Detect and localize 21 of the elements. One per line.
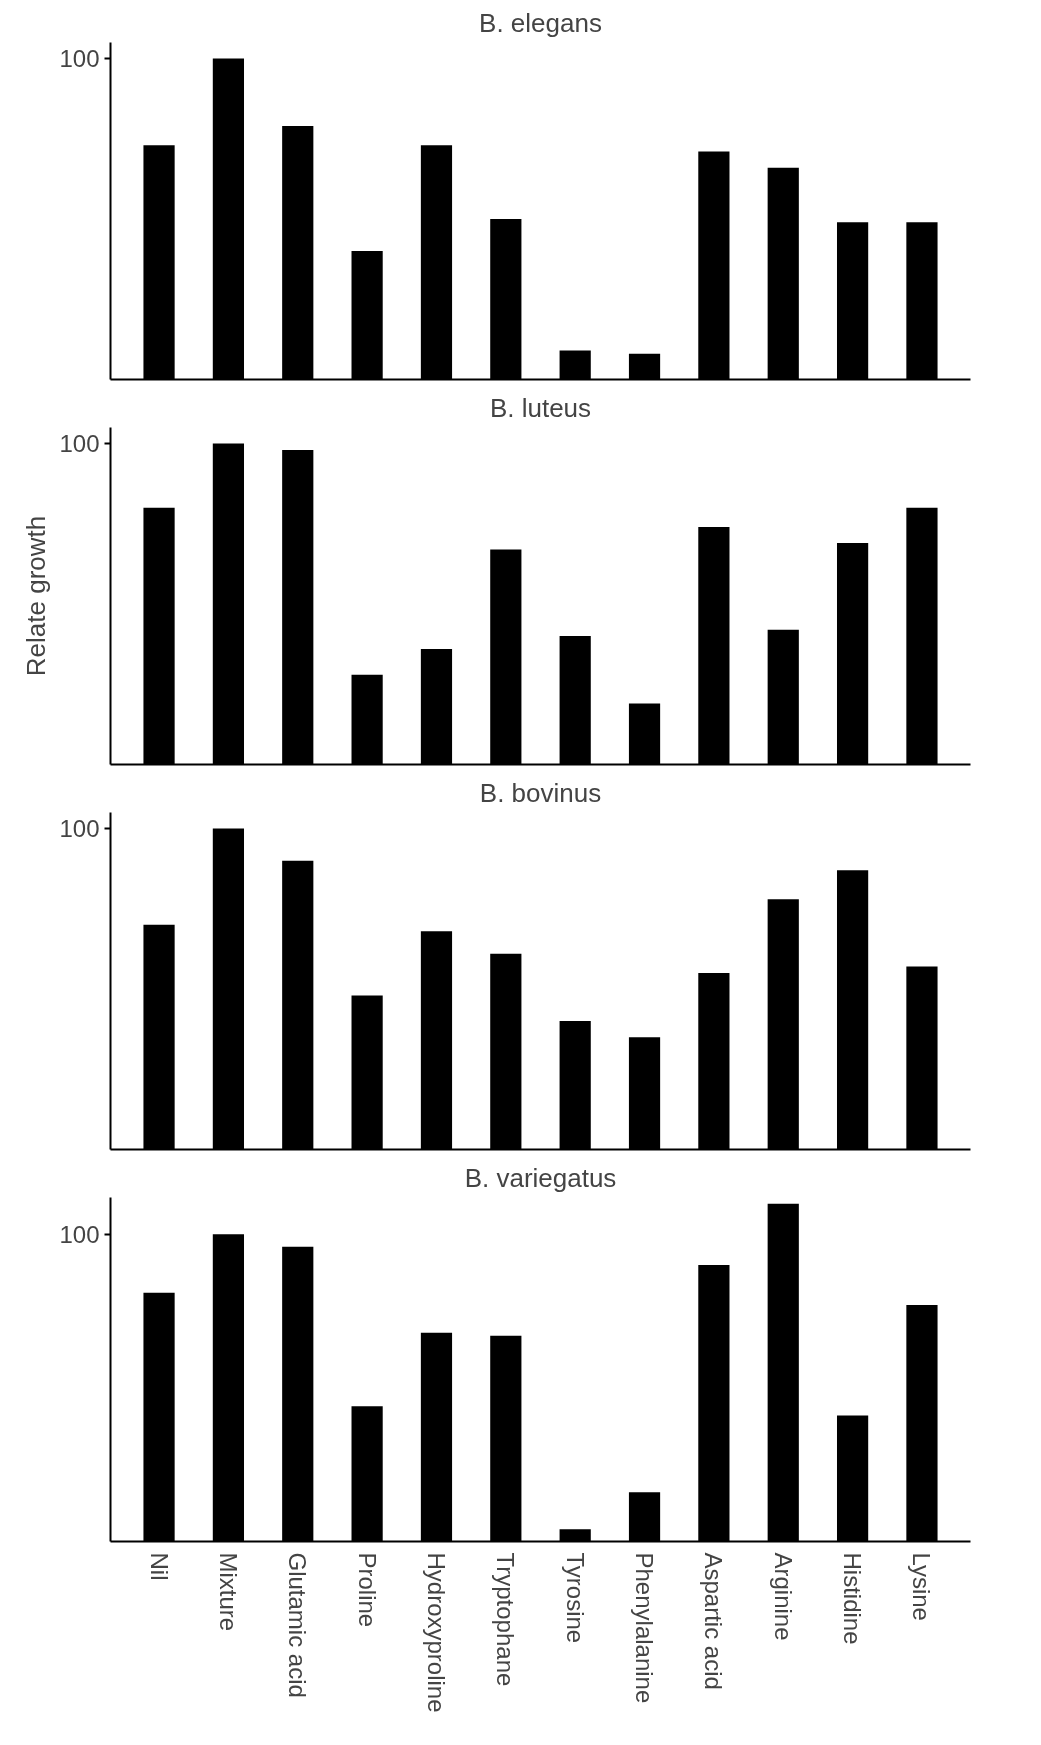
y-tick-label: 100: [59, 815, 100, 843]
chart-title: B. elegans: [479, 7, 602, 38]
chart-title: B. variegatus: [464, 1162, 617, 1193]
x-tick-label: Aspartic acid: [700, 1552, 728, 1690]
x-tick-label: Tryptophane: [492, 1552, 520, 1687]
x-tick-label: Tyrosine: [561, 1552, 589, 1644]
y-tick-label: 100: [59, 430, 100, 458]
x-tick-label: Mixture: [214, 1552, 242, 1632]
y-tick-label: 100: [59, 45, 100, 73]
x-tick-label: Phenylalanine: [631, 1552, 659, 1704]
chart-title: B. luteus: [489, 392, 592, 423]
x-tick-label: Proline: [353, 1552, 381, 1628]
x-tick-label: Lysine: [908, 1552, 936, 1621]
x-tick-label: Histidine: [839, 1552, 867, 1645]
x-tick-label: Glutamic acid: [284, 1552, 312, 1698]
x-tick-label: Arginine: [769, 1552, 797, 1641]
x-tick-label: Nil: [145, 1552, 173, 1581]
y-tick-label: 100: [59, 1220, 100, 1248]
x-tick-label: Hydroxyproline: [422, 1552, 450, 1713]
chart-title: B. bovinus: [479, 777, 602, 808]
y-axis-title: Relate growth: [21, 515, 52, 677]
